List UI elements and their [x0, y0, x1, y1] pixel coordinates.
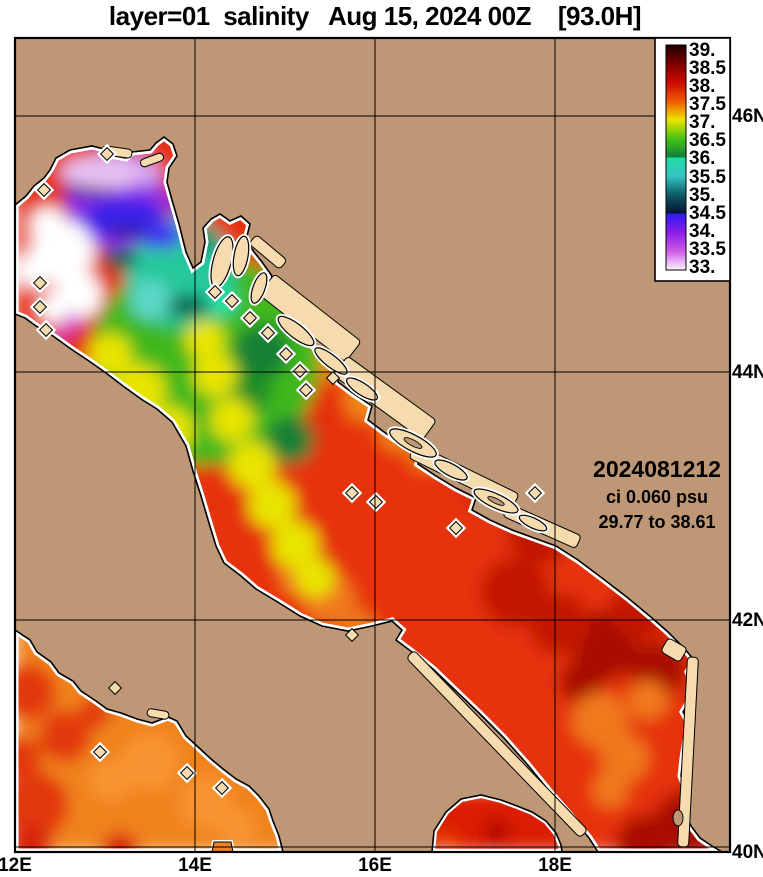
colorbar-tick-label: 34.5	[689, 202, 726, 224]
colorbar-tick-label: 36.5	[689, 130, 726, 152]
lat-tick-label: 44N	[732, 362, 763, 383]
colorbar-gradient	[665, 44, 687, 271]
colorbar-tick-label: 33.5	[689, 238, 726, 260]
island-lagoons	[403, 437, 684, 827]
value-range-annotation: 29.77 to 38.61	[598, 512, 716, 532]
lon-tick-label: 12E	[0, 855, 32, 876]
colorbar-tick-label: 35.	[689, 184, 716, 206]
lon-tick-label: 16E	[358, 855, 392, 876]
colorbar-tick-label: 39.	[689, 40, 716, 61]
islands	[208, 233, 550, 534]
taranto-coastline	[431, 794, 563, 853]
colorbar	[654, 37, 731, 282]
colorbar-tick-label: 35.5	[689, 166, 726, 188]
model-run-annotation: 2024081212	[593, 456, 721, 482]
graticule-gridlines	[15, 38, 730, 852]
lon-tick-label: 18E	[538, 855, 572, 876]
colorbar-tick-label: 34.	[689, 220, 716, 242]
lat-tick-label: 42N	[732, 610, 763, 631]
colorbar-tick-label: 36.	[689, 148, 716, 170]
adriatic-coastline	[14, 135, 725, 853]
island-markers	[29, 143, 546, 799]
tyrrhenian-coastline	[14, 628, 285, 853]
colorbar-tick-label: 38.5	[689, 58, 726, 80]
colorbar-tick-label: 33.	[689, 256, 716, 278]
plot-title: layer=01 salinity Aug 15, 2024 00Z [93.0…	[108, 1, 642, 31]
contour-interval-annotation: ci 0.060 psu	[605, 487, 709, 507]
map-frame	[13, 36, 732, 854]
colorbar-tick-label: 37.5	[689, 94, 726, 116]
colorbar-tick-label: 37.	[689, 112, 716, 134]
lat-tick-label: 40N	[732, 842, 763, 863]
lat-tick-label: 46N	[732, 106, 763, 127]
colorbar-tick-label: 38.	[689, 76, 716, 98]
lon-tick-label: 14E	[178, 855, 212, 876]
